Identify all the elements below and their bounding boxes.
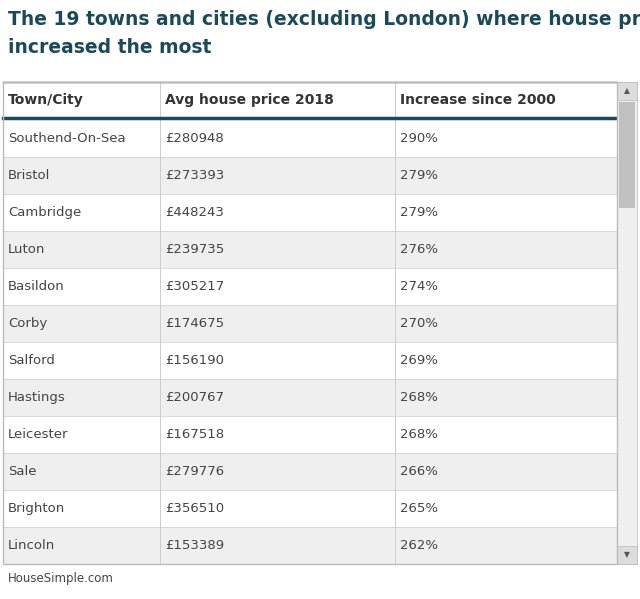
Text: 279%: 279% <box>400 169 438 182</box>
Text: ▲: ▲ <box>624 86 630 95</box>
Text: Salford: Salford <box>8 354 55 367</box>
Text: Sale: Sale <box>8 465 36 478</box>
Text: ▼: ▼ <box>624 550 630 559</box>
Text: £200767: £200767 <box>165 391 224 404</box>
Bar <box>3 82 617 118</box>
Bar <box>3 194 617 231</box>
Text: Luton: Luton <box>8 243 45 256</box>
Bar <box>3 527 617 564</box>
Text: 262%: 262% <box>400 539 438 552</box>
Bar <box>3 305 617 342</box>
Text: 279%: 279% <box>400 206 438 219</box>
Text: £167518: £167518 <box>165 428 224 441</box>
Text: £279776: £279776 <box>165 465 224 478</box>
Text: 290%: 290% <box>400 132 438 145</box>
Bar <box>3 231 617 268</box>
Text: 276%: 276% <box>400 243 438 256</box>
Bar <box>3 120 617 157</box>
Text: 269%: 269% <box>400 354 438 367</box>
Text: £448243: £448243 <box>165 206 224 219</box>
Text: Town/City: Town/City <box>8 93 84 107</box>
Bar <box>617 546 637 564</box>
Text: 265%: 265% <box>400 502 438 515</box>
Text: £153389: £153389 <box>165 539 224 552</box>
Text: Basildon: Basildon <box>8 280 65 293</box>
Bar <box>3 453 617 490</box>
Text: Southend-On-Sea: Southend-On-Sea <box>8 132 125 145</box>
Bar <box>619 102 635 208</box>
Text: 268%: 268% <box>400 391 438 404</box>
Text: 270%: 270% <box>400 317 438 330</box>
Text: Bristol: Bristol <box>8 169 51 182</box>
Bar <box>3 490 617 527</box>
Bar <box>3 416 617 453</box>
Bar <box>3 268 617 305</box>
Text: Lincoln: Lincoln <box>8 539 55 552</box>
Text: Avg house price 2018: Avg house price 2018 <box>165 93 334 107</box>
Text: Corby: Corby <box>8 317 47 330</box>
Text: increased the most: increased the most <box>8 38 211 57</box>
Text: 266%: 266% <box>400 465 438 478</box>
Text: £156190: £156190 <box>165 354 224 367</box>
Text: £239735: £239735 <box>165 243 224 256</box>
Text: 268%: 268% <box>400 428 438 441</box>
Text: £273393: £273393 <box>165 169 224 182</box>
Text: Hastings: Hastings <box>8 391 66 404</box>
Bar <box>3 342 617 379</box>
Text: £305217: £305217 <box>165 280 224 293</box>
Text: Brighton: Brighton <box>8 502 65 515</box>
Bar <box>3 379 617 416</box>
Text: £280948: £280948 <box>165 132 224 145</box>
Bar <box>617 82 637 564</box>
Text: Cambridge: Cambridge <box>8 206 81 219</box>
Bar <box>617 82 637 100</box>
Text: HouseSimple.com: HouseSimple.com <box>8 572 114 585</box>
Text: Increase since 2000: Increase since 2000 <box>400 93 556 107</box>
Text: £356510: £356510 <box>165 502 224 515</box>
Bar <box>3 82 617 564</box>
Text: Leicester: Leicester <box>8 428 68 441</box>
Text: £174675: £174675 <box>165 317 224 330</box>
Bar <box>3 157 617 194</box>
Text: The 19 towns and cities (excluding London) where house prices have: The 19 towns and cities (excluding Londo… <box>8 10 640 29</box>
Text: 274%: 274% <box>400 280 438 293</box>
